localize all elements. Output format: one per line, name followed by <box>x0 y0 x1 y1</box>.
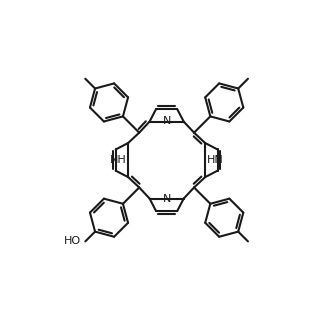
Text: N: N <box>162 116 171 126</box>
Text: HN: HN <box>207 155 223 165</box>
Text: HO: HO <box>64 236 82 247</box>
Text: N: N <box>162 194 171 204</box>
Text: NH: NH <box>110 155 126 165</box>
